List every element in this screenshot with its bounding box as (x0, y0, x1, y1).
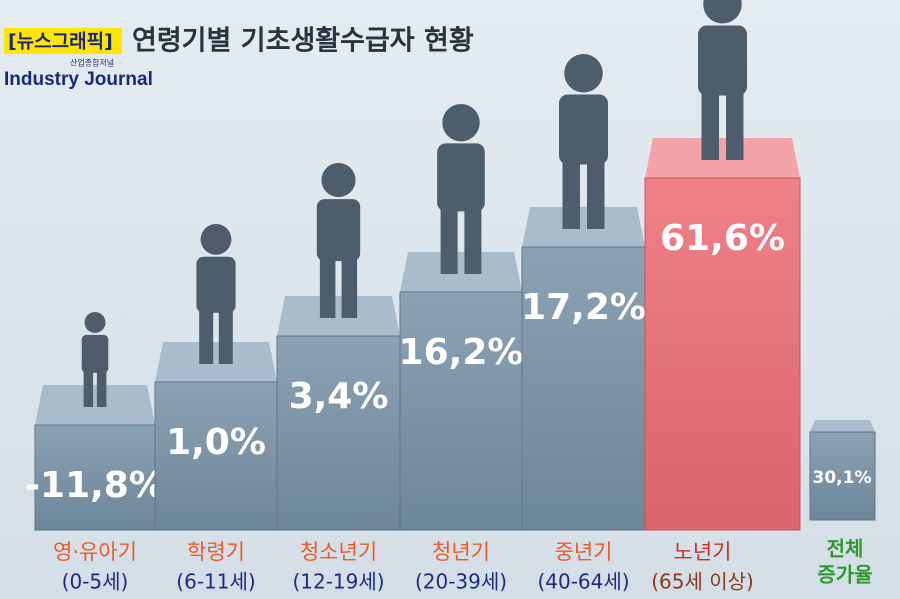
torso (196, 256, 236, 313)
total-label: 전체 (827, 537, 864, 561)
torso (81, 334, 109, 373)
pillar-front (521, 246, 646, 531)
age-range: (0-5세) (62, 570, 129, 594)
value-label: 16,2% (399, 332, 524, 373)
age-range: (40-64세) (537, 570, 629, 594)
person-figure (196, 224, 236, 364)
age-range: (65세 이상) (651, 570, 754, 594)
leg (199, 305, 214, 364)
pillar-front (154, 381, 278, 531)
pillar-top (522, 207, 645, 247)
head (84, 312, 106, 333)
value-label: 1,0% (166, 422, 266, 463)
category-label: 영·유아기 (53, 540, 137, 564)
leg (587, 155, 605, 229)
logo: Industry Journal (4, 69, 153, 90)
person-figure (81, 312, 109, 407)
pillar-top (277, 296, 400, 336)
person-figure (316, 163, 361, 318)
pillar-front (276, 335, 401, 531)
leg (726, 86, 744, 160)
pillar-top (645, 138, 800, 178)
leg (440, 202, 458, 274)
total-label: 증가율 (817, 563, 872, 587)
value-label: -11,8% (25, 465, 165, 506)
head (564, 54, 603, 93)
value-label: 17,2% (521, 287, 646, 328)
category-label: 노년기 (674, 540, 732, 564)
leg (464, 202, 482, 274)
head (321, 163, 356, 198)
pillar-front (399, 291, 523, 531)
leg (218, 305, 233, 364)
leg (701, 86, 719, 160)
logo-sub: 산업종합저널 (70, 58, 114, 68)
age-range: (20-39세) (415, 570, 507, 594)
total-value: 30,1% (813, 468, 872, 488)
age-range: (6-11세) (176, 570, 255, 594)
torso (437, 143, 485, 212)
person-figure (698, 0, 747, 160)
head (442, 104, 480, 142)
person-figure (559, 54, 608, 229)
leg (319, 252, 336, 318)
leg (83, 367, 94, 407)
pillar-front (809, 431, 876, 521)
torso (316, 199, 361, 262)
value-label: 3,4% (289, 376, 389, 417)
pillar-top (35, 385, 155, 425)
person-figure (437, 104, 485, 274)
value-label: 61,6% (660, 218, 785, 259)
pillar-top (810, 420, 875, 432)
category-label: 학령기 (187, 540, 245, 564)
category-label: 청년기 (432, 540, 490, 564)
head (200, 224, 232, 255)
leg (341, 252, 358, 318)
category-label: 청소년기 (300, 540, 377, 564)
title: 연령기별 기초생활수급자 현황 (132, 26, 474, 57)
head (703, 0, 742, 24)
pillar-top (155, 342, 277, 382)
pillar-front (644, 177, 801, 531)
torso (698, 25, 747, 96)
age-range: (12-19세) (292, 570, 384, 594)
pillars: -11,8% 영·유아기 (0-5세) 1,0% 학령기 (6-11세) 3,4% 청소년기 (… (25, 0, 876, 594)
pillar-top (400, 252, 522, 292)
tag-background (4, 28, 122, 54)
tag: [뉴스그래픽] (8, 31, 113, 53)
leg (562, 155, 580, 229)
leg (96, 367, 107, 407)
torso (559, 94, 608, 165)
category-label: 중년기 (555, 540, 613, 564)
